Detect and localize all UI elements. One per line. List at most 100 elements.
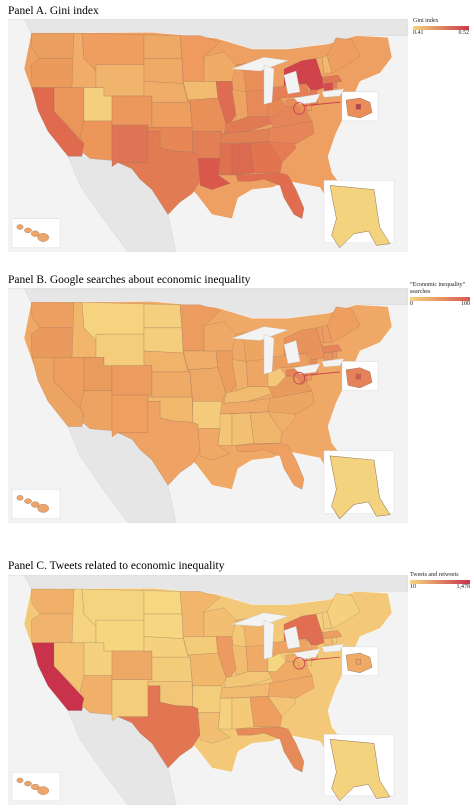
state-ri — [332, 637, 337, 644]
hawaii-island — [37, 503, 49, 513]
state-me — [326, 306, 361, 343]
legend-max-label: 100 — [461, 301, 470, 307]
panel-title: Panel A. Gini index — [8, 5, 99, 17]
great-lake — [231, 326, 289, 341]
great-lake — [231, 57, 289, 72]
great-lake — [321, 358, 345, 368]
state-co — [111, 650, 153, 680]
state-ia — [182, 350, 219, 371]
great-lake — [293, 93, 321, 105]
map-svg — [8, 19, 408, 252]
state-me — [326, 37, 361, 74]
great-lake — [321, 643, 345, 653]
state-or — [30, 613, 75, 643]
state-ak — [329, 185, 391, 249]
state-ri — [332, 82, 337, 89]
state-ak — [329, 455, 391, 520]
legend-color-bar — [413, 26, 469, 30]
us-map — [8, 575, 408, 805]
state-fl — [235, 726, 305, 773]
state-al — [231, 697, 255, 730]
great-lake — [321, 88, 345, 98]
state-sd — [143, 58, 184, 84]
state-ks — [151, 102, 193, 128]
state-ms — [217, 698, 233, 730]
hawaii-island — [16, 224, 24, 230]
panel-b: Panel B. Google searches about economic … — [0, 270, 474, 530]
state-ct — [323, 637, 333, 646]
hawaii-island — [31, 501, 40, 508]
dc-inset-district — [355, 658, 362, 665]
state-tx — [117, 685, 201, 769]
hawaii-island — [24, 781, 32, 787]
map-legend: Tweets and retweets 10 1,478 — [410, 572, 470, 591]
great-lake — [283, 626, 301, 650]
state-nd — [143, 303, 183, 329]
state-ks — [151, 656, 193, 682]
state-tx — [117, 401, 201, 486]
state-ks — [151, 371, 193, 398]
panel-title: Panel B. Google searches about economic … — [8, 274, 251, 286]
great-lake — [263, 333, 275, 375]
state-az — [79, 120, 113, 161]
state-ma — [321, 630, 343, 639]
us-map — [8, 19, 408, 252]
legend-color-bar — [410, 580, 470, 584]
map-legend: Gini index 0.41 0.52 — [413, 18, 469, 37]
state-wa — [30, 302, 75, 329]
great-lake — [263, 619, 275, 660]
hawaii-island — [24, 498, 32, 504]
state-nd — [143, 590, 183, 615]
state-ct — [323, 351, 333, 361]
legend-max-label: 1,478 — [456, 584, 471, 590]
state-al — [231, 412, 255, 446]
great-lake — [263, 64, 275, 105]
state-az — [79, 675, 113, 715]
dc-inset-district — [355, 373, 362, 380]
dc-callout-arrow — [304, 371, 341, 376]
state-ct — [323, 82, 333, 91]
hawaii-island — [24, 227, 32, 234]
legend-min-label: 0 — [410, 301, 413, 307]
state-ms — [217, 143, 233, 176]
state-or — [30, 58, 75, 88]
state-co — [111, 95, 153, 126]
state-ia — [182, 636, 219, 656]
dc-callout-circle — [293, 102, 306, 115]
legend-min-label: 0.41 — [413, 30, 424, 36]
state-ri — [332, 351, 337, 358]
state-nm — [111, 679, 149, 722]
panel-c: Panel C. Tweets related to economic ineq… — [0, 555, 474, 809]
state-nm — [111, 124, 149, 168]
hawaii-island — [37, 786, 49, 795]
hawaii-island — [31, 230, 40, 237]
hawaii-island — [16, 495, 24, 501]
panel-title: Panel C. Tweets related to economic ineq… — [8, 560, 225, 572]
great-lake — [283, 70, 301, 95]
state-wa — [30, 32, 75, 59]
dc-callout-arrow — [304, 101, 341, 106]
great-lake — [293, 648, 321, 660]
state-nm — [111, 394, 149, 438]
great-lake — [231, 612, 289, 627]
state-fl — [235, 443, 305, 490]
state-al — [231, 142, 255, 176]
legend-title: Gini index — [413, 18, 439, 24]
state-fl — [235, 172, 305, 220]
map-svg — [8, 575, 408, 805]
us-map — [8, 288, 408, 523]
hawaii-island — [16, 777, 24, 783]
great-lake — [283, 340, 301, 364]
state-ak — [329, 739, 391, 802]
dc-callout-circle — [293, 657, 306, 670]
state-tx — [117, 131, 201, 215]
legend-title: Tweets and retweets — [410, 572, 459, 578]
legend-min-label: 10 — [410, 584, 416, 590]
state-ma — [321, 74, 343, 84]
legend-color-bar — [410, 297, 470, 301]
state-ga — [249, 411, 283, 444]
state-ia — [182, 81, 219, 101]
state-nd — [143, 34, 183, 59]
state-wa — [30, 588, 75, 615]
state-or — [30, 327, 75, 358]
